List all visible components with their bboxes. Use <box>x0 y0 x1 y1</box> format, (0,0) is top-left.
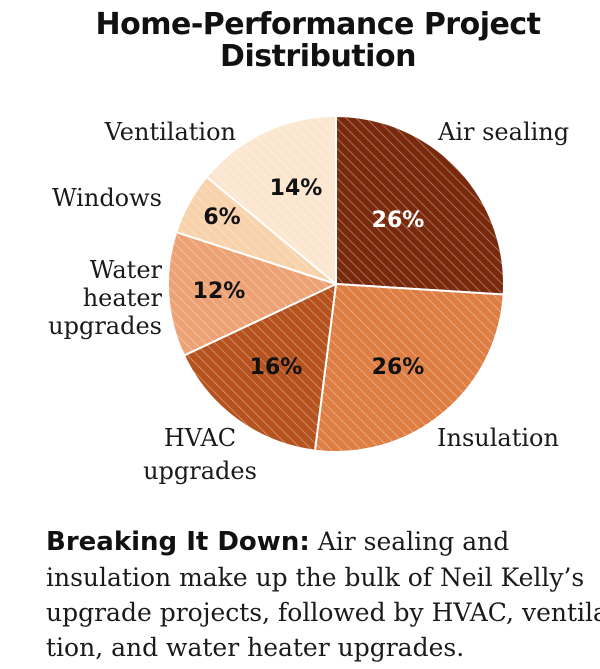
percent-label-2: 16% <box>250 355 303 380</box>
category-label-3: Water heater upgrades <box>48 256 162 340</box>
percent-label-0: 26% <box>372 208 425 233</box>
caption-lead: Breaking It Down: <box>46 527 310 557</box>
pie-chart: Home-Performance Project Distribution 26%… <box>48 7 569 485</box>
category-label-1: Insulation <box>437 424 559 452</box>
category-label-line: HVAC <box>164 424 236 452</box>
pie-slice-hatch-0 <box>336 116 505 295</box>
category-label-2: HVAC upgrades <box>143 424 257 485</box>
category-label-line: Water <box>90 256 163 284</box>
category-label-line: upgrades <box>48 312 162 340</box>
pie-slice-hatch-3 <box>168 232 336 356</box>
category-label-line: Ventilation <box>104 118 236 146</box>
category-label-line: Air sealing <box>437 118 569 146</box>
pie-hatching <box>168 116 505 453</box>
category-label-5: Ventilation <box>104 118 236 146</box>
caption: Breaking It Down: Air sealing and insula… <box>46 524 600 665</box>
category-label-0: Air sealing <box>437 118 569 146</box>
percent-label-3: 12% <box>193 279 246 304</box>
chart-title-line-1: Home-Performance Project <box>96 7 541 42</box>
category-label-line: Windows <box>52 184 162 212</box>
caption-line-3: upgrade projects, followed by HVAC, vent… <box>46 598 600 627</box>
category-label-line: heater <box>83 284 163 312</box>
chart-title-line-2: Distribution <box>220 39 416 74</box>
caption-text-1: Air sealing and <box>317 527 510 556</box>
percent-label-5: 14% <box>270 176 323 201</box>
pie-slice-hatch-2 <box>183 284 336 451</box>
pie-slice-hatch-4 <box>176 176 336 284</box>
category-label-4: Windows <box>52 184 162 212</box>
pie-slice-hatch-1 <box>314 284 504 453</box>
percent-label-1: 26% <box>372 355 425 380</box>
caption-line-1: Breaking It Down: Air sealing and <box>46 524 586 560</box>
caption-line-4: tion, and water heater upgrades. <box>46 633 465 662</box>
pie-slice-hatch-5 <box>206 116 336 284</box>
category-label-line: Insulation <box>437 424 559 452</box>
percent-labels: 26% 26% 16% 12% 6% 14% <box>193 176 425 380</box>
percent-label-4: 6% <box>203 205 240 230</box>
caption-line-2: insulation make up the bulk of Neil Kell… <box>46 563 585 592</box>
category-label-line: upgrades <box>143 457 257 485</box>
